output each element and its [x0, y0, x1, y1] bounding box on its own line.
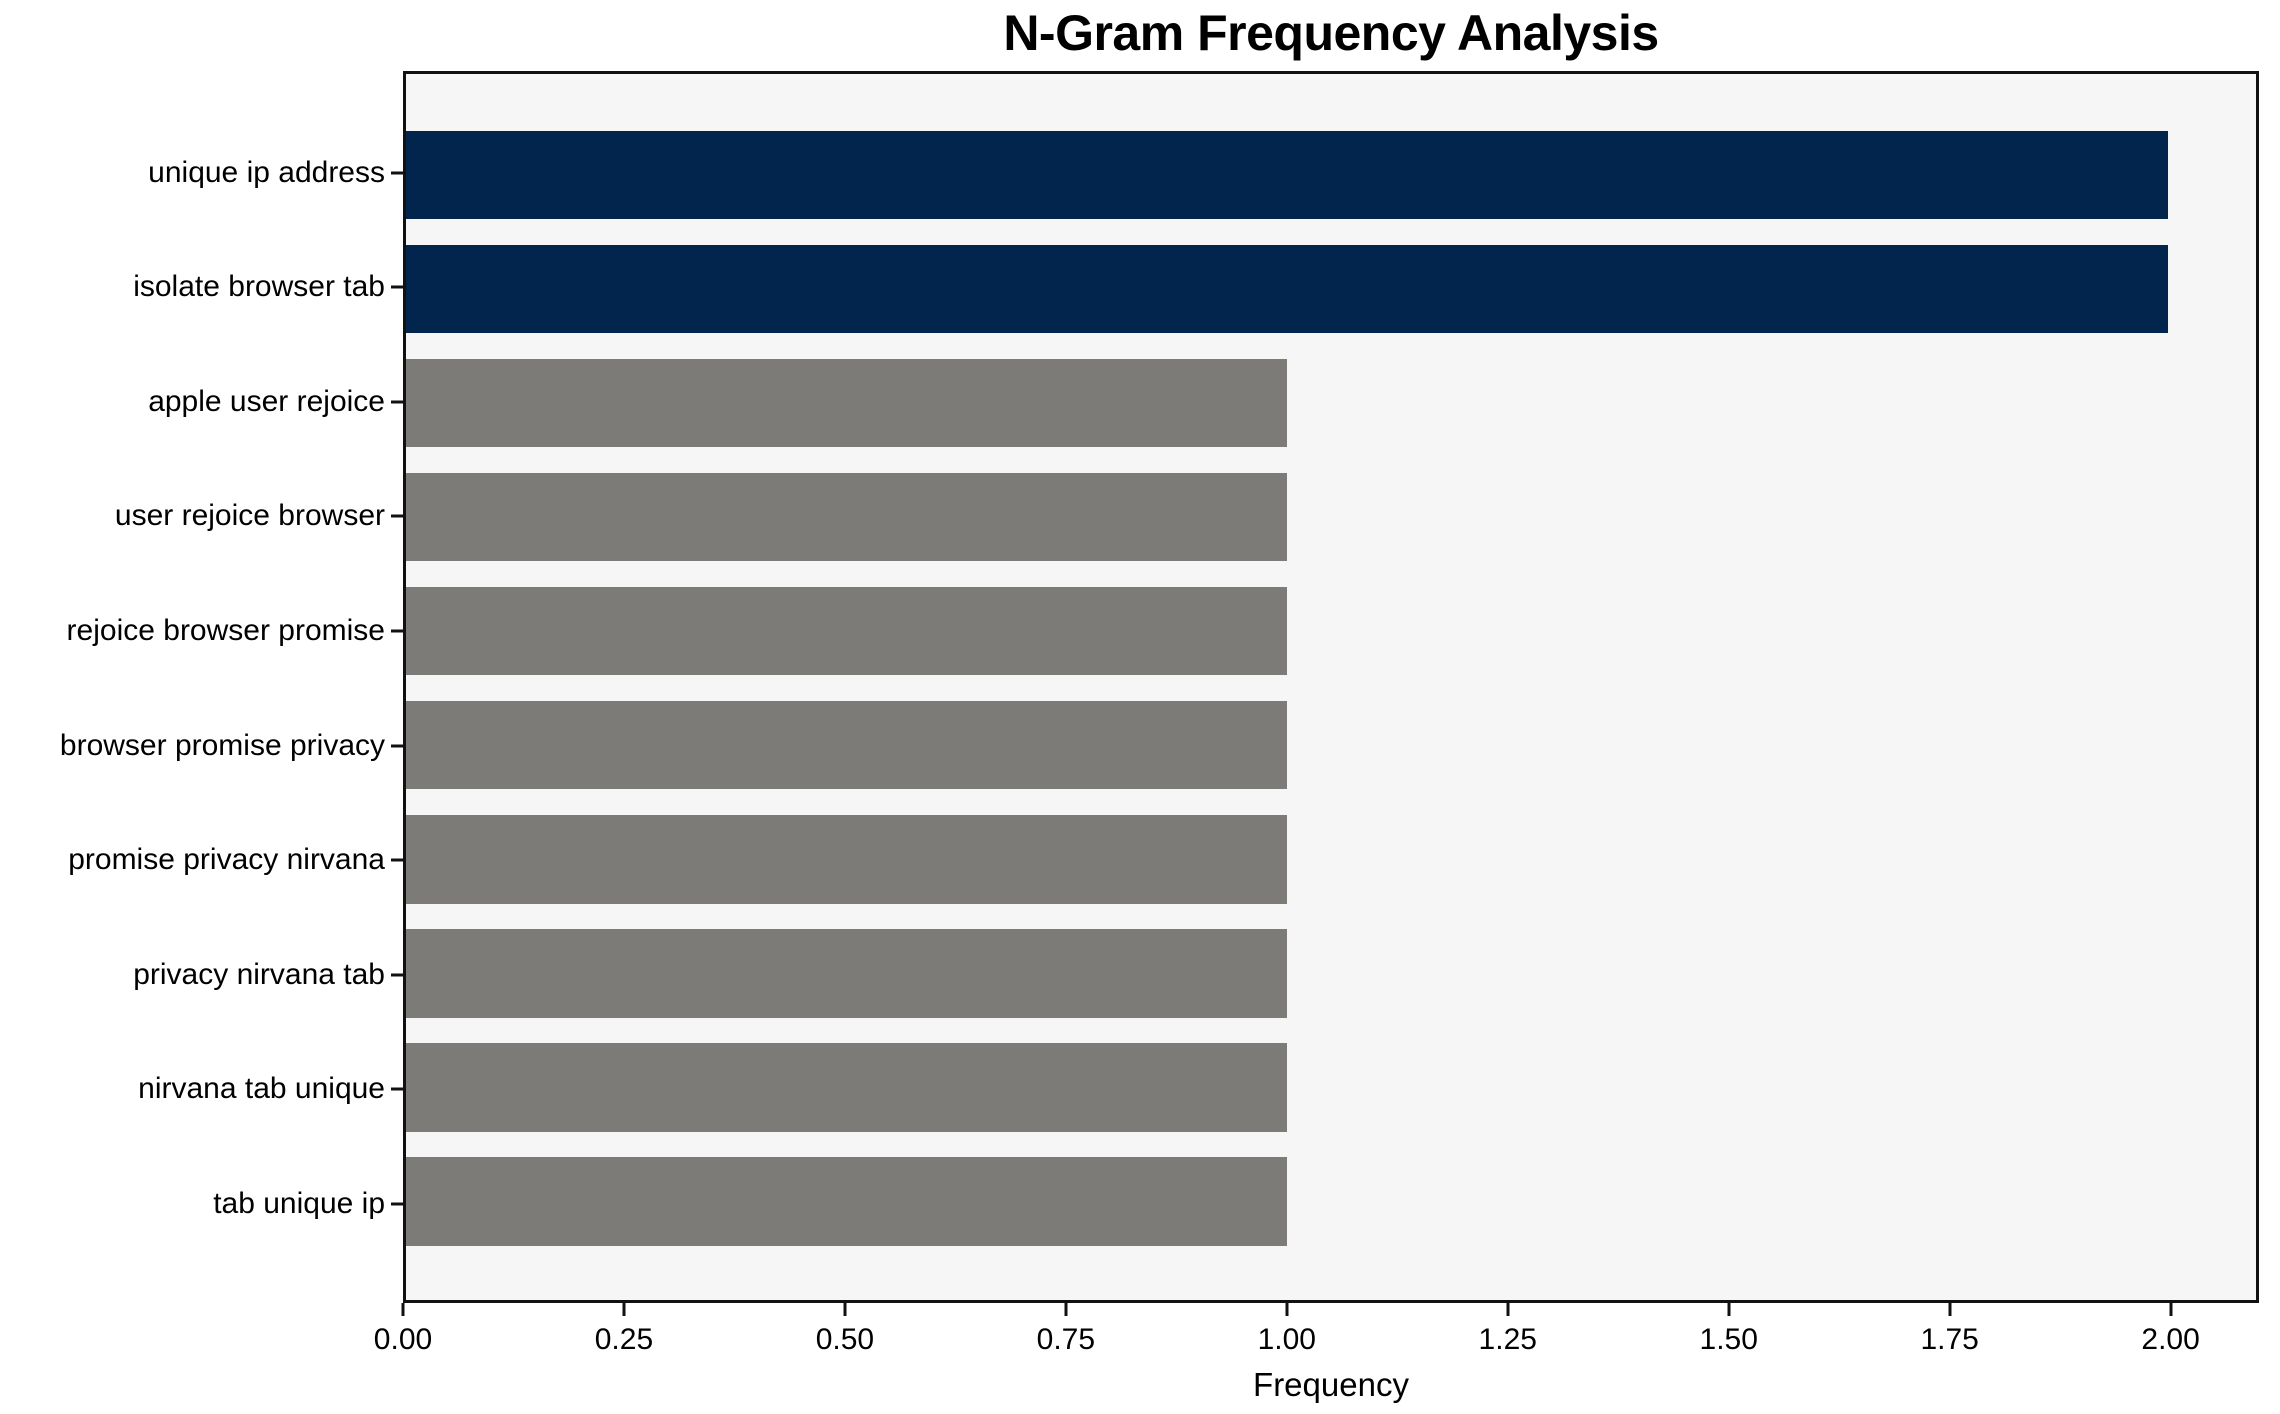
- y-tick-mark: [391, 1202, 403, 1206]
- x-tick-label: 1.00: [1257, 1323, 1316, 1356]
- x-axis-label: Frequency: [1253, 1366, 1409, 1403]
- x-tick-mark: [401, 1303, 405, 1316]
- x-tick-mark: [1506, 1303, 1510, 1316]
- bar: [406, 586, 1287, 676]
- y-tick-mark: [391, 629, 403, 633]
- y-tick-label: rejoice browser promise: [66, 613, 385, 647]
- x-tick-mark: [622, 1303, 626, 1316]
- y-tick-label: nirvana tab unique: [138, 1072, 385, 1106]
- x-tick-label: 0.25: [594, 1323, 654, 1356]
- x-tick-mark: [1064, 1303, 1068, 1316]
- x-tick-label: 0.50: [815, 1323, 875, 1356]
- bar: [406, 1157, 1287, 1246]
- y-axis-labels: unique ip address isolate browser tab appl…: [0, 71, 385, 1303]
- y-tick-label: isolate browser tab: [133, 270, 385, 304]
- bar: [406, 130, 2168, 220]
- bar: [406, 700, 1287, 790]
- y-tick-label: privacy nirvana tab: [133, 957, 385, 991]
- x-tick-label: 2.00: [2141, 1323, 2200, 1356]
- bar: [406, 244, 2168, 334]
- bar: [406, 929, 1287, 1018]
- y-tick-mark: [391, 171, 403, 175]
- y-tick-label: tab unique ip: [213, 1186, 385, 1220]
- y-tick-mark: [391, 400, 403, 404]
- y-tick-mark: [391, 514, 403, 518]
- y-tick-label: promise privacy nirvana: [68, 843, 385, 877]
- y-tick-label: browser promise privacy: [59, 728, 385, 762]
- x-tick-mark: [2169, 1303, 2173, 1316]
- bar: [406, 358, 1287, 448]
- bar: [406, 472, 1287, 562]
- y-tick-label: user rejoice browser: [114, 499, 385, 533]
- y-tick-mark: [391, 744, 403, 748]
- bar: [406, 815, 1287, 904]
- plot-area: [403, 71, 2259, 1303]
- y-tick-mark: [391, 858, 403, 862]
- x-tick-mark: [1285, 1303, 1289, 1316]
- bar: [406, 1043, 1287, 1132]
- y-tick-mark: [391, 1087, 403, 1091]
- chart-title: N-Gram Frequency Analysis: [1003, 5, 1659, 61]
- y-axis-ticks: [391, 71, 403, 1303]
- x-tick-mark: [843, 1303, 847, 1316]
- x-tick-label: 1.50: [1699, 1323, 1758, 1356]
- x-tick-label: 0.75: [1036, 1323, 1096, 1356]
- y-tick-mark: [391, 973, 403, 977]
- y-tick-label: apple user rejoice: [148, 384, 385, 418]
- x-tick-mark: [1727, 1303, 1731, 1316]
- x-tick-mark: [1948, 1303, 1952, 1316]
- x-tick-label: 1.75: [1920, 1323, 1979, 1356]
- x-axis: 0.00 0.25 0.50 0.75 1.00 1.25 1.50 1.75 2.00: [374, 1303, 2259, 1373]
- y-tick-mark: [391, 285, 403, 289]
- x-tick-label: 0.00: [373, 1323, 433, 1356]
- y-tick-label: unique ip address: [148, 155, 385, 189]
- x-tick-label: 1.25: [1478, 1323, 1537, 1356]
